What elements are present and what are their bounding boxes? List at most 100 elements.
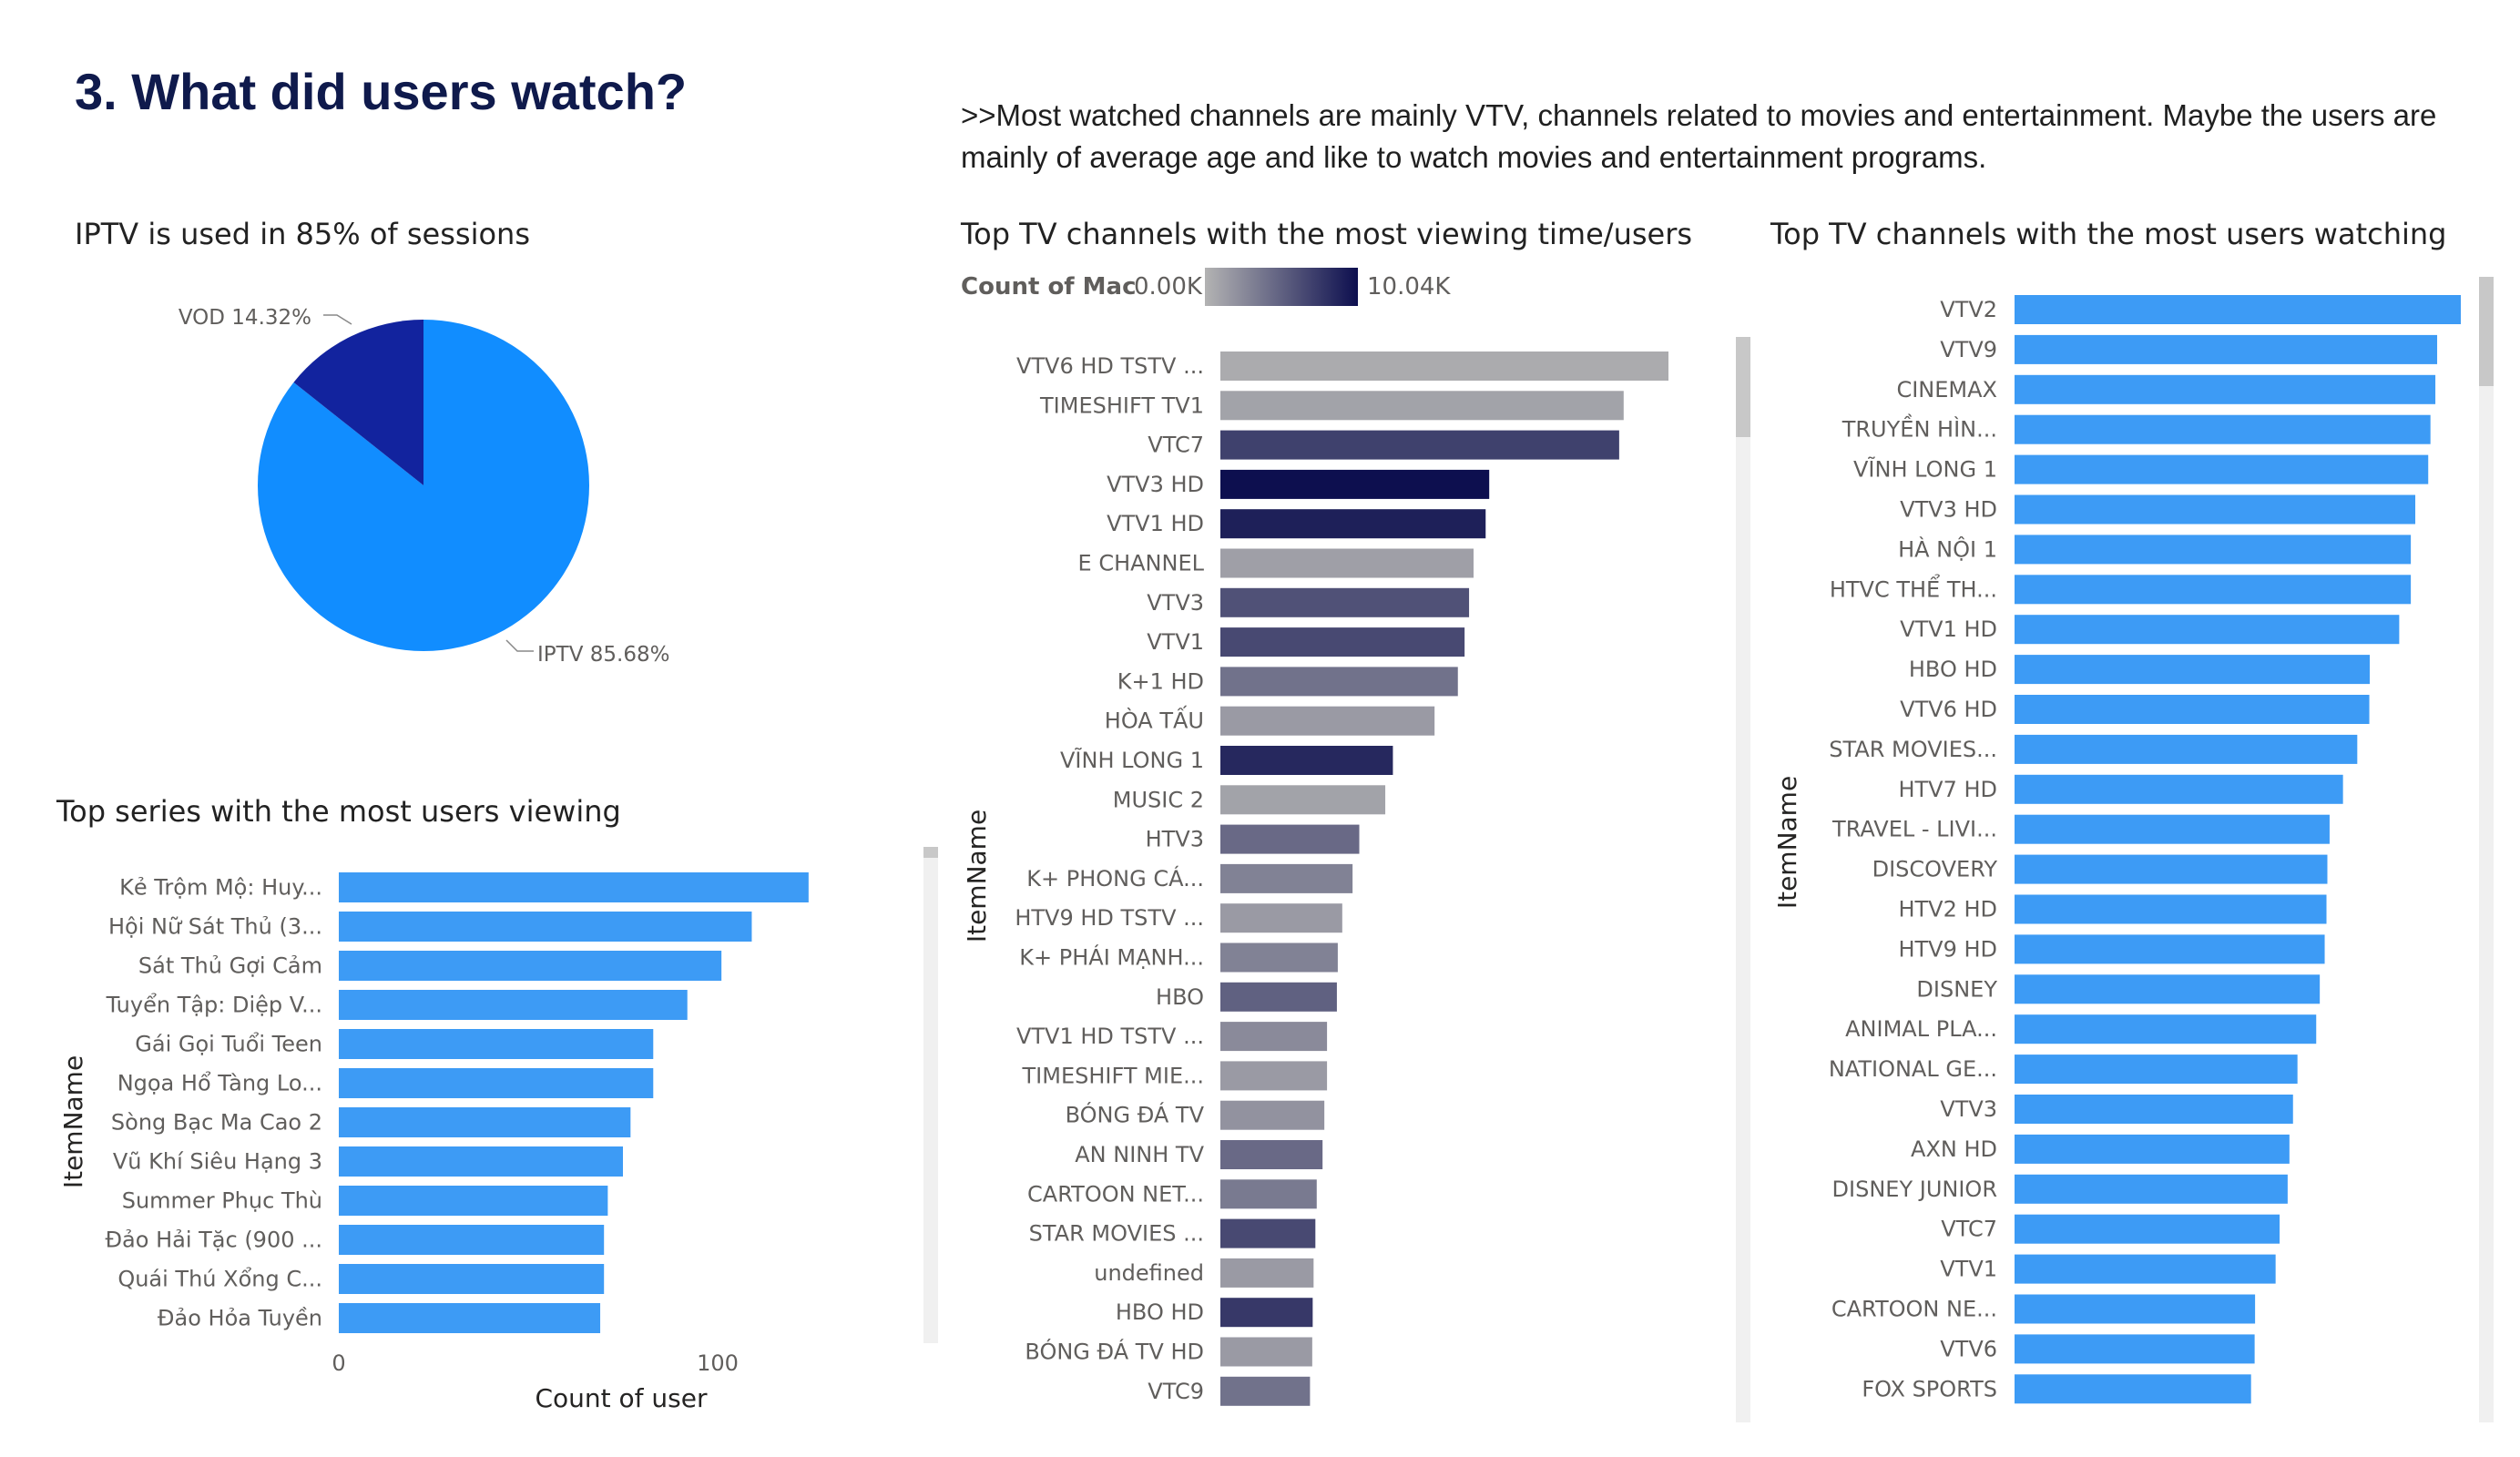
time-scrollbar[interactable]	[1736, 337, 1750, 1422]
time-legend-min: 0.00K	[1134, 273, 1203, 301]
users-bar[interactable]	[2015, 1374, 2251, 1404]
users-category-label: HTV9 HD	[1898, 936, 1997, 962]
users-bar[interactable]	[2015, 615, 2400, 645]
time-bar[interactable]	[1220, 1140, 1323, 1169]
series-bar[interactable]	[339, 1225, 605, 1255]
time-category-label: HTV9 HD TSTV ...	[1015, 905, 1204, 931]
time-bar[interactable]	[1220, 903, 1342, 933]
users-bar[interactable]	[2015, 1095, 2293, 1124]
time-bar[interactable]	[1220, 1022, 1328, 1052]
time-bar[interactable]	[1220, 1337, 1312, 1367]
users-bar[interactable]	[2015, 535, 2412, 565]
series-bar[interactable]	[339, 1303, 601, 1333]
time-bar[interactable]	[1220, 667, 1458, 697]
time-bar[interactable]	[1220, 548, 1474, 578]
users-bar[interactable]	[2015, 734, 2358, 764]
series-category-label: Ngọa Hổ Tàng Lo...	[117, 1071, 322, 1096]
users-scrollbar-thumb[interactable]	[2479, 277, 2494, 386]
time-legend-gradient	[1205, 268, 1358, 306]
time-category-label: HBO	[1156, 984, 1204, 1010]
series-bar[interactable]	[339, 1107, 631, 1137]
users-bar[interactable]	[2015, 854, 2328, 884]
time-bar[interactable]	[1220, 1376, 1311, 1406]
users-category-label: CARTOON NE...	[1831, 1297, 1997, 1322]
users-bar[interactable]	[2015, 1254, 2276, 1284]
time-bar[interactable]	[1220, 509, 1486, 539]
time-bar[interactable]	[1220, 1179, 1317, 1209]
users-bar[interactable]	[2015, 695, 2370, 724]
time-category-label: VTC7	[1148, 433, 1204, 458]
users-bar[interactable]	[2015, 655, 2371, 685]
series-bar[interactable]	[339, 990, 688, 1020]
users-category-label: VTV1 HD	[1900, 616, 1997, 642]
users-bar[interactable]	[2015, 774, 2343, 804]
time-bar[interactable]	[1220, 982, 1337, 1012]
pie-slice-vod[interactable]	[293, 320, 423, 485]
users-category-label: DISNEY	[1916, 976, 1997, 1002]
time-category-label: VĨNH LONG 1	[1060, 746, 1204, 773]
time-category-label: BÓNG ĐÁ TV	[1066, 1101, 1205, 1128]
users-category-label: ANIMAL PLA...	[1845, 1016, 1997, 1042]
time-bar[interactable]	[1220, 627, 1465, 657]
time-bar[interactable]	[1220, 1218, 1316, 1248]
time-scrollbar-thumb[interactable]	[1736, 337, 1750, 437]
users-bar[interactable]	[2015, 894, 2327, 924]
users-bar[interactable]	[2015, 494, 2416, 525]
users-bar[interactable]	[2015, 1055, 2298, 1085]
time-bar[interactable]	[1220, 746, 1393, 775]
users-bar[interactable]	[2015, 334, 2438, 364]
time-bar[interactable]	[1220, 1258, 1314, 1288]
users-bar[interactable]	[2015, 934, 2325, 964]
users-bar[interactable]	[2015, 1134, 2290, 1164]
users-bar[interactable]	[2015, 974, 2321, 1004]
pie-slice-iptv[interactable]	[258, 320, 589, 652]
series-bar[interactable]	[339, 1146, 623, 1177]
users-bar[interactable]	[2015, 414, 2431, 444]
users-bar[interactable]	[2015, 1014, 2317, 1044]
time-category-label: VTV6 HD TSTV ...	[1016, 353, 1204, 379]
time-legend-title: Count of Mac	[961, 273, 1137, 301]
users-category-label: VTV3 HD	[1900, 497, 1997, 523]
users-bar[interactable]	[2015, 1174, 2288, 1204]
users-bar[interactable]	[2015, 575, 2412, 605]
series-bar[interactable]	[339, 912, 752, 942]
time-bar[interactable]	[1220, 706, 1435, 736]
series-bar[interactable]	[339, 872, 809, 902]
users-category-label: HÀ NỘI 1	[1898, 535, 1997, 562]
users-bar[interactable]	[2015, 814, 2330, 844]
time-bar[interactable]	[1220, 391, 1624, 421]
time-bar[interactable]	[1220, 1061, 1328, 1091]
users-bar[interactable]	[2015, 374, 2436, 404]
time-category-label: TIMESHIFT MIE...	[1022, 1063, 1204, 1088]
time-bar[interactable]	[1220, 785, 1386, 815]
series-scrollbar-thumb[interactable]	[923, 847, 938, 858]
pie-label-iptv: IPTV 85.68%	[537, 643, 669, 667]
users-bar[interactable]	[2015, 1294, 2256, 1324]
pie-chart-title: IPTV is used in 85% of sessions	[75, 217, 530, 251]
page-title: 3. What did users watch?	[75, 63, 688, 120]
time-bar[interactable]	[1220, 1100, 1325, 1130]
users-bar[interactable]	[2015, 454, 2429, 484]
time-bar[interactable]	[1220, 942, 1338, 973]
series-bar[interactable]	[339, 1068, 654, 1098]
time-bar[interactable]	[1220, 863, 1353, 893]
time-bar[interactable]	[1220, 352, 1668, 381]
series-bar[interactable]	[339, 1029, 654, 1059]
series-bar[interactable]	[339, 951, 722, 981]
time-bar[interactable]	[1220, 1298, 1313, 1328]
series-scrollbar[interactable]	[923, 847, 938, 1343]
time-bar[interactable]	[1220, 430, 1619, 460]
time-bar[interactable]	[1220, 469, 1490, 499]
series-bar[interactable]	[339, 1264, 605, 1294]
series-bar[interactable]	[339, 1186, 608, 1216]
time-bar[interactable]	[1220, 824, 1360, 854]
time-bar[interactable]	[1220, 587, 1470, 617]
commentary-text: >>Most watched channels are mainly VTV, …	[961, 98, 2437, 174]
users-bar[interactable]	[2015, 1334, 2255, 1364]
users-scrollbar[interactable]	[2479, 277, 2494, 1422]
users-bar[interactable]	[2015, 1214, 2280, 1244]
series-y-axis-title: ItemName	[58, 1055, 88, 1188]
time-category-label: VTV1 HD TSTV ...	[1016, 1024, 1204, 1049]
users-bar[interactable]	[2015, 295, 2461, 324]
time-category-label: BÓNG ĐÁ TV HD	[1025, 1338, 1204, 1365]
